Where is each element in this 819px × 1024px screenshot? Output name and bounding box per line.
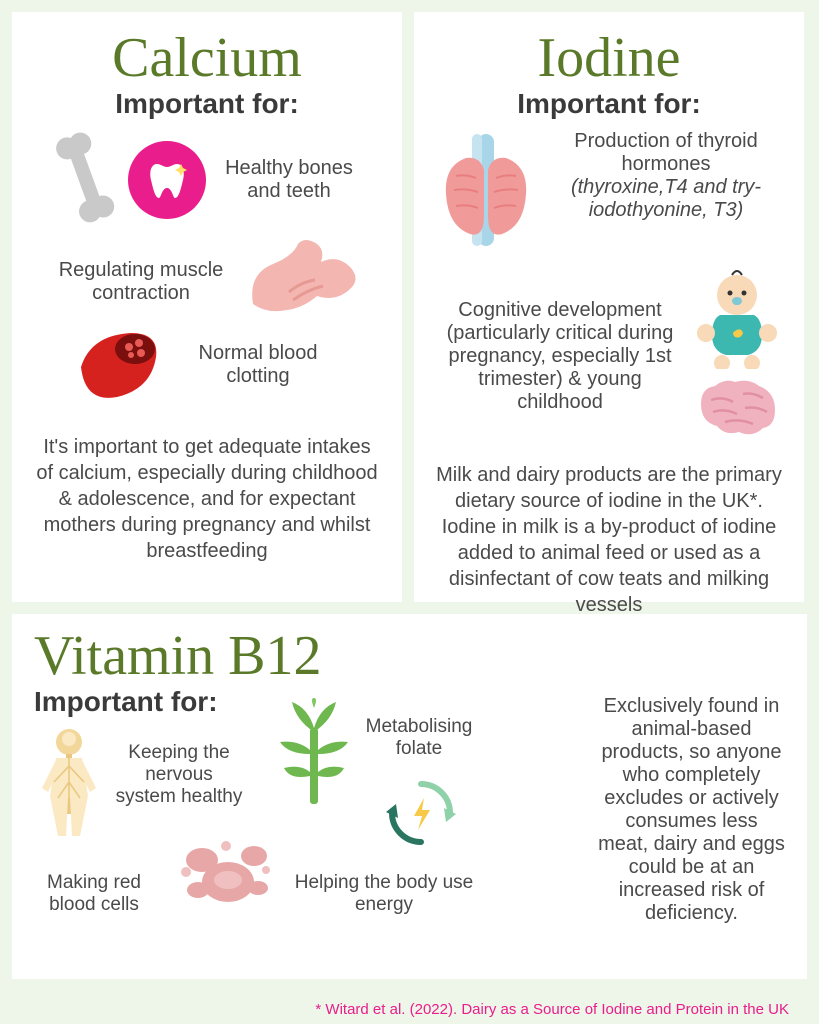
calcium-subtitle: Important for: [34,88,380,120]
blood-vessel-icon [71,317,161,412]
tooth-icon [128,141,206,219]
b12-icon-grid: Keeping the nervous system healthy Metab… [34,722,574,992]
thyroid-icon [436,130,536,255]
iodine-title: Iodine [436,30,782,86]
muscle-arm-icon [243,234,363,329]
b12-card: Vitamin B12 Important for: Keeping the n… [12,614,807,979]
calcium-row-clotting: Normal blood clotting [34,317,380,412]
b12-nervous-label: Keeping the nervous system healthy [114,742,244,808]
brain-icon [695,374,780,444]
blood-cells-icon [174,832,274,917]
plant-icon [274,698,354,813]
calcium-title: Calcium [34,30,380,86]
iodine-thyroid-main: Production of thyroid hormones [574,130,757,175]
iodine-row-thyroid: Production of thyroid hormones (thyroxin… [436,130,782,255]
iodine-thyroid-text: Production of thyroid hormones (thyroxin… [550,130,782,222]
iodine-subtitle: Important for: [436,88,782,120]
bone-icon [50,130,120,230]
calcium-card: Calcium Important for: Healthy bones [12,12,402,602]
energy-cycle-icon [384,776,459,856]
b12-redcells-label: Making red blood cells [34,872,154,916]
b12-folate-label: Metabolising folate [354,716,484,760]
calcium-summary: It's important to get adequate intakes o… [34,434,380,564]
nervous-system-icon [34,726,104,851]
calcium-clotting-label: Normal blood clotting [173,342,343,388]
iodine-card: Iodine Important for: Production of thyr… [414,12,804,602]
iodine-thyroid-italic: (thyroxine,T4 and try-iodothyonine, T3) [571,176,761,221]
iodine-cognitive-label: Cognitive development (particularly crit… [436,299,684,414]
b12-summary: Exclusively found in animal-based produc… [598,695,785,925]
calcium-row-muscle: Regulating muscle contraction [34,234,380,329]
calcium-row-bones: Healthy bones and teeth [34,130,380,230]
b12-title: Vitamin B12 [34,628,574,684]
footnote: * Witard et al. (2022). Dairy as a Sourc… [315,1001,789,1018]
calcium-bones-label: Healthy bones and teeth [214,157,364,203]
calcium-muscle-label: Regulating muscle contraction [51,259,231,305]
baby-icon [692,269,782,374]
b12-energy-label: Helping the body use energy [294,872,474,916]
iodine-row-cognitive: Cognitive development (particularly crit… [436,269,782,444]
iodine-summary: Milk and dairy products are the primary … [436,462,782,618]
